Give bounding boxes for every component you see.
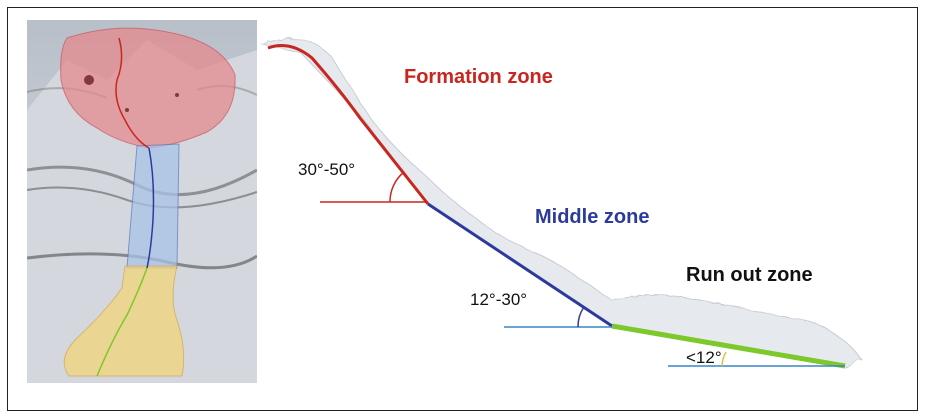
runout-flow-line	[96, 267, 148, 377]
middle-flow-line	[146, 147, 155, 269]
formation-zone-label: Formation zone	[404, 66, 553, 88]
runout-slope-line	[611, 323, 846, 369]
formation-zone-overlay	[60, 27, 236, 149]
snow-mass	[260, 37, 863, 369]
middle-slope-line	[427, 202, 613, 328]
middle-angle-label: 12°-30°	[470, 290, 528, 309]
middle-angle-arc	[577, 306, 585, 328]
formation-angle-arc	[389, 171, 405, 203]
avalanche-photo	[27, 20, 257, 383]
formation-angle-label: 30°-50°	[298, 160, 356, 179]
formation-slope-line	[267, 44, 430, 205]
runout-zone-label: Run out zone	[686, 264, 813, 286]
rock-spot	[175, 93, 179, 97]
middle-zone-label: Middle zone	[535, 206, 650, 228]
formation-flow-line	[115, 37, 150, 149]
rock-spot	[84, 75, 94, 85]
runout-angle-label: <12°	[686, 348, 722, 367]
runout-angle-arc	[721, 351, 727, 367]
rock-spot	[125, 108, 129, 112]
rock-band	[27, 186, 257, 209]
